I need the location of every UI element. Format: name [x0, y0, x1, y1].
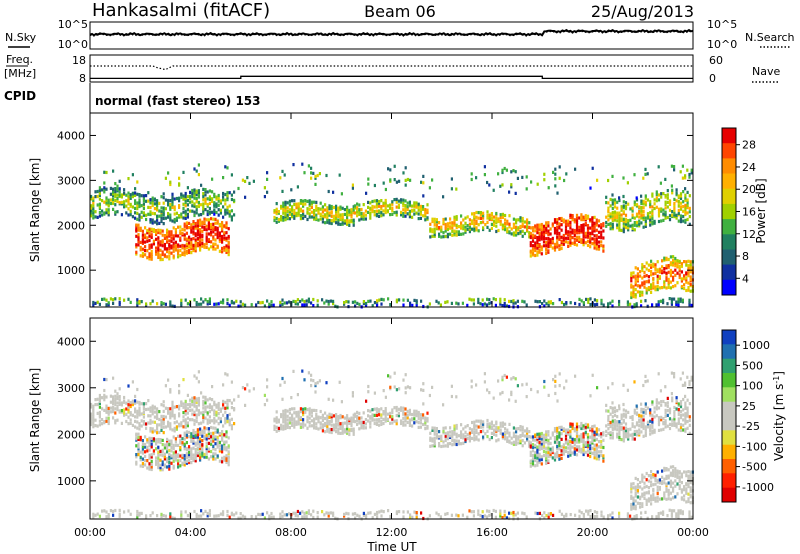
noise-tick-right-bottom: 10^0	[707, 38, 737, 51]
freq-tick-right-top: 60	[709, 54, 723, 67]
date-title: 25/Aug/2013	[591, 2, 694, 21]
freq-tick-right-bottom: 0	[709, 72, 716, 85]
svg-text:2000: 2000	[57, 219, 85, 232]
xaxis-label: Time UT	[366, 540, 417, 554]
freq-label-2: [MHz]	[4, 67, 36, 80]
nsearch-label: N.Search	[745, 31, 795, 44]
svg-text:3000: 3000	[57, 174, 85, 187]
power-ylabel: Slant Range [km]	[28, 158, 42, 262]
velocity-panel: 1000 2000 3000 4000 Slant Range [km] 00:00 0…	[28, 113, 709, 554]
freq-tick-left-bottom: 8	[79, 72, 86, 85]
freq-label-1: Freq.	[6, 53, 33, 66]
power-scatter	[90, 162, 694, 309]
beam-title: Beam 06	[364, 2, 436, 21]
cpid-text: normal (fast stereo) 153	[95, 94, 261, 108]
power-colorbar-label: Power [dB]	[754, 178, 768, 243]
noise-tick-left-top: 10^5	[58, 18, 88, 31]
power-y-axis: 1000 2000 3000 4000	[57, 129, 693, 277]
station-title: Hankasalmi (fitACF)	[92, 0, 270, 21]
svg-text:1000: 1000	[57, 264, 85, 277]
velocity-colorbar-label: Velocity [m s-1]	[772, 371, 786, 461]
freq-panel: Freq. [MHz] 18 8 60 0 Nave	[4, 53, 780, 85]
velocity-ylabel: Slant Range [km]	[28, 368, 42, 472]
noise-tick-right-top: 10^5	[707, 18, 737, 31]
noise-panel: N.Sky 10^5 10^0 10^5 10^0 N.Search	[5, 18, 795, 51]
cpid-label: CPID	[4, 89, 36, 103]
freq-tick-left-top: 18	[72, 54, 86, 67]
nave-label: Nave	[752, 65, 780, 78]
nsky-series	[89, 28, 694, 37]
noise-tick-left-bottom: 10^0	[58, 38, 88, 51]
nsearch-series	[89, 30, 694, 37]
power-panel: 1000 2000 3000 4000 Slant Range [km]	[28, 112, 694, 309]
velocity-scatter	[90, 369, 694, 521]
nave-series	[90, 75, 693, 80]
svg-text:4000: 4000	[57, 129, 85, 142]
time-x-axis: 00:00 04:00 08:00 12:00 16:00 20:00 00:00	[74, 113, 709, 539]
nsky-label: N.Sky	[5, 31, 37, 44]
